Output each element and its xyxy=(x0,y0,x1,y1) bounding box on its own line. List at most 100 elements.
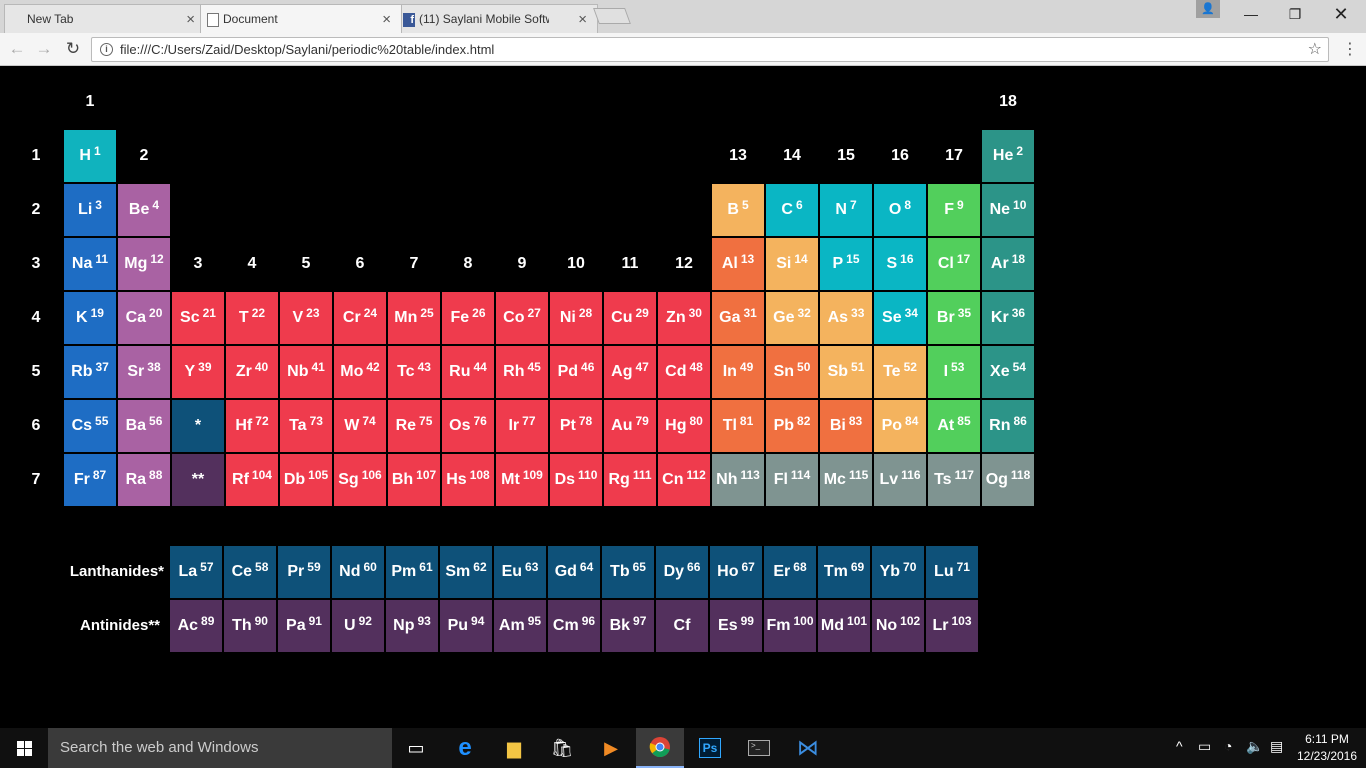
element-cell-U[interactable]: U 92 xyxy=(332,600,384,652)
element-cell-Mt[interactable]: Mt 109 xyxy=(496,454,548,506)
element-cell-Pa[interactable]: Pa 91 xyxy=(278,600,330,652)
info-icon[interactable]: i xyxy=(100,43,113,56)
element-cell-Mo[interactable]: Mo 42 xyxy=(334,346,386,398)
element-cell-Fl[interactable]: Fl 114 xyxy=(766,454,818,506)
element-cell-Be[interactable]: Be 4 xyxy=(118,184,170,236)
close-icon[interactable]: × xyxy=(382,11,391,28)
element-cell-Ni[interactable]: Ni 28 xyxy=(550,292,602,344)
element-cell-Am[interactable]: Am 95 xyxy=(494,600,546,652)
forward-arrow-icon[interactable]: → xyxy=(35,39,53,58)
element-cell-Nh[interactable]: Nh 113 xyxy=(712,454,764,506)
restore-icon[interactable]: ❐ xyxy=(1288,6,1302,22)
element-cell-Rg[interactable]: Rg 111 xyxy=(604,454,656,506)
tray-chevron-icon[interactable]: ^ xyxy=(1176,738,1183,754)
element-cell-Ac[interactable]: Ac 89 xyxy=(170,600,222,652)
element-cell-Yb[interactable]: Yb 70 xyxy=(872,546,924,598)
element-cell-He[interactable]: He 2 xyxy=(982,130,1034,182)
element-cell-Y[interactable]: Y 39 xyxy=(172,346,224,398)
element-cell-Ag[interactable]: Ag 47 xyxy=(604,346,656,398)
reload-icon[interactable]: ↻ xyxy=(65,39,81,58)
element-cell-Rf[interactable]: Rf 104 xyxy=(226,454,278,506)
tab-new-tab[interactable]: New Tab × xyxy=(4,4,206,33)
wifi-icon[interactable]: ◔ xyxy=(1224,738,1233,754)
element-cell-Tl[interactable]: Tl 81 xyxy=(712,400,764,452)
element-cell-Np[interactable]: Np 93 xyxy=(386,600,438,652)
element-cell-Br[interactable]: Br 35 xyxy=(928,292,980,344)
element-cell-Pr[interactable]: Pr 59 xyxy=(278,546,330,598)
element-cell-Na[interactable]: Na 11 xyxy=(64,238,116,290)
element-cell-Mc[interactable]: Mc 115 xyxy=(820,454,872,506)
file-explorer-icon[interactable]: ▆ xyxy=(507,737,521,758)
element-cell-As[interactable]: As 33 xyxy=(820,292,872,344)
element-cell-Cf[interactable]: Cf xyxy=(656,600,708,652)
element-cell-La[interactable]: La 57 xyxy=(170,546,222,598)
element-cell-Cd[interactable]: Cd 48 xyxy=(658,346,710,398)
element-cell-Sn[interactable]: Sn 50 xyxy=(766,346,818,398)
menu-dots-icon[interactable]: ⋮ xyxy=(1342,41,1358,58)
element-cell-Zn[interactable]: Zn 30 xyxy=(658,292,710,344)
element-cell-Dy[interactable]: Dy 66 xyxy=(656,546,708,598)
element-cell-Se[interactable]: Se 34 xyxy=(874,292,926,344)
element-cell-Mn[interactable]: Mn 25 xyxy=(388,292,440,344)
address-bar[interactable]: i file:///C:/Users/Zaid/Desktop/Saylani/… xyxy=(91,37,1329,62)
element-cell-Er[interactable]: Er 68 xyxy=(764,546,816,598)
element-cell-Ru[interactable]: Ru 44 xyxy=(442,346,494,398)
close-icon[interactable]: × xyxy=(578,11,587,28)
element-cell-No[interactable]: No 102 xyxy=(872,600,924,652)
element-cell-P[interactable]: P 15 xyxy=(820,238,872,290)
element-cell-Ts[interactable]: Ts 117 xyxy=(928,454,980,506)
element-cell-V[interactable]: V 23 xyxy=(280,292,332,344)
element-cell-Kr[interactable]: Kr 36 xyxy=(982,292,1034,344)
element-cell-In[interactable]: In 49 xyxy=(712,346,764,398)
element-cell-Ce[interactable]: Ce 58 xyxy=(224,546,276,598)
element-cell-Sg[interactable]: Sg 106 xyxy=(334,454,386,506)
element-cell-Po[interactable]: Po 84 xyxy=(874,400,926,452)
element-cell-Tm[interactable]: Tm 69 xyxy=(818,546,870,598)
element-cell-Sc[interactable]: Sc 21 xyxy=(172,292,224,344)
element-cell-Cn[interactable]: Cn 112 xyxy=(658,454,710,506)
element-cell-Ba[interactable]: Ba 56 xyxy=(118,400,170,452)
back-arrow-icon[interactable]: ← xyxy=(8,39,26,58)
store-icon[interactable]: 🛍 xyxy=(550,737,574,758)
visual-studio-icon[interactable]: ⋈ xyxy=(797,735,819,760)
tab-document[interactable]: Document × xyxy=(200,4,402,33)
element-cell-Sm[interactable]: Sm 62 xyxy=(440,546,492,598)
element-cell-Te[interactable]: Te 52 xyxy=(874,346,926,398)
edge-icon[interactable]: e xyxy=(458,734,472,761)
element-cell-Og[interactable]: Og 118 xyxy=(982,454,1034,506)
element-cell-Pm[interactable]: Pm 61 xyxy=(386,546,438,598)
element-cell-Nd[interactable]: Nd 60 xyxy=(332,546,384,598)
element-cell-Fe[interactable]: Fe 26 xyxy=(442,292,494,344)
element-cell-Cm[interactable]: Cm 96 xyxy=(548,600,600,652)
element-cell-star[interactable]: * xyxy=(172,400,224,452)
element-cell-Pu[interactable]: Pu 94 xyxy=(440,600,492,652)
element-cell-Lu[interactable]: Lu 71 xyxy=(926,546,978,598)
element-cell-Lv[interactable]: Lv 116 xyxy=(874,454,926,506)
element-cell-Ca[interactable]: Ca 20 xyxy=(118,292,170,344)
media-player-icon[interactable]: ▶ xyxy=(604,737,618,758)
element-cell-Al[interactable]: Al 13 xyxy=(712,238,764,290)
element-cell-Fr[interactable]: Fr 87 xyxy=(64,454,116,506)
start-button[interactable] xyxy=(0,728,48,768)
element-cell-W[interactable]: W 74 xyxy=(334,400,386,452)
cmd-icon[interactable]: >_ xyxy=(735,728,783,768)
element-cell-Ir[interactable]: Ir 77 xyxy=(496,400,548,452)
element-cell-Ga[interactable]: Ga 31 xyxy=(712,292,764,344)
element-cell-Ge[interactable]: Ge 32 xyxy=(766,292,818,344)
element-cell-Sr[interactable]: Sr 38 xyxy=(118,346,170,398)
element-cell-Es[interactable]: Es 99 xyxy=(710,600,762,652)
system-clock[interactable]: 6:11 PM 12/23/2016 xyxy=(1292,731,1362,765)
element-cell-Gd[interactable]: Gd 64 xyxy=(548,546,600,598)
element-cell-Pt[interactable]: Pt 78 xyxy=(550,400,602,452)
element-cell-Au[interactable]: Au 79 xyxy=(604,400,656,452)
element-cell-Md[interactable]: Md 101 xyxy=(818,600,870,652)
element-cell-Cu[interactable]: Cu 29 xyxy=(604,292,656,344)
element-cell-Mg[interactable]: Mg 12 xyxy=(118,238,170,290)
notifications-icon[interactable]: ▤ xyxy=(1270,738,1284,754)
element-cell-Lr[interactable]: Lr 103 xyxy=(926,600,978,652)
element-cell-Rb[interactable]: Rb 37 xyxy=(64,346,116,398)
element-cell-S[interactable]: S 16 xyxy=(874,238,926,290)
element-cell-Cs[interactable]: Cs 55 xyxy=(64,400,116,452)
